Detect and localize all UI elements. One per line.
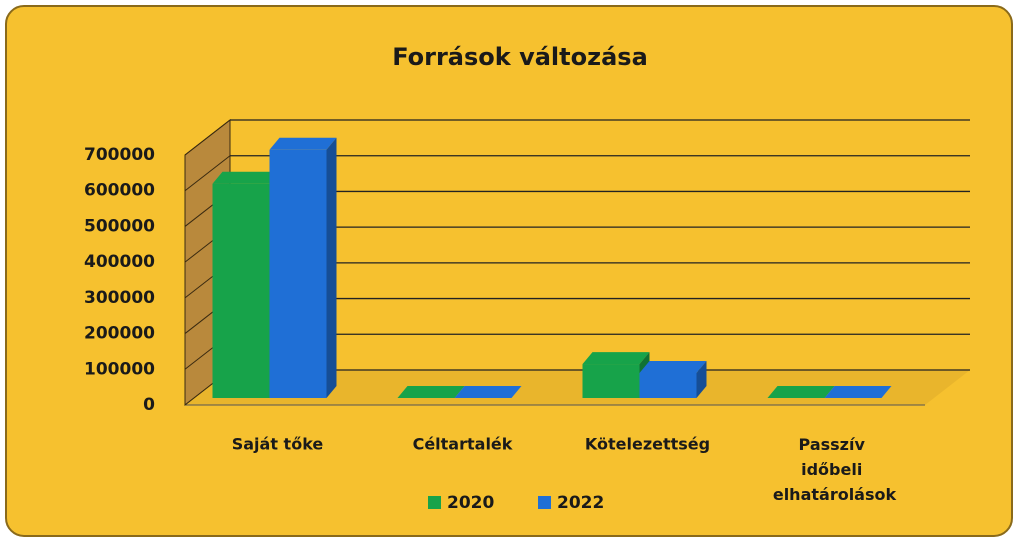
- x-tick-label: Saját tőke: [232, 435, 324, 454]
- legend-swatch: [538, 496, 551, 509]
- x-tick-label: Kötelezettség: [585, 435, 710, 454]
- side-grid-line: [184, 119, 231, 156]
- y-tick-label: 500000: [84, 216, 155, 236]
- y-tick-label: 400000: [84, 252, 155, 272]
- legend-swatch: [428, 496, 441, 509]
- bar-top: [212, 171, 280, 184]
- y-tick-label: 300000: [84, 288, 155, 308]
- bar: [582, 364, 640, 398]
- bar-top: [767, 386, 835, 398]
- bar: [212, 183, 270, 398]
- y-tick-label: 100000: [84, 359, 155, 379]
- bar-top: [582, 352, 650, 365]
- legend-label: 2022: [557, 493, 604, 513]
- x-tick-label-line: elhatárolások: [773, 485, 897, 504]
- bar-top: [824, 386, 892, 398]
- x-tick-label-line: időbeli: [801, 460, 868, 479]
- bar-top: [454, 386, 522, 398]
- side-grid-line: [184, 155, 231, 192]
- y-tick-label: 700000: [84, 145, 155, 165]
- x-tick-label: Passzív időbeli elhatárolások: [773, 435, 897, 504]
- y-tick-label: 600000: [84, 181, 155, 201]
- bar-side: [326, 137, 337, 399]
- x-tick-label-line: Passzív: [799, 435, 871, 454]
- chart-title: Források változása: [392, 43, 648, 71]
- bar-top: [269, 137, 337, 150]
- y-tick-label: 200000: [84, 324, 155, 344]
- legend-label: 2020: [447, 493, 494, 513]
- bar: [269, 149, 327, 398]
- bar-side: [696, 361, 707, 398]
- bar-top: [397, 386, 465, 398]
- chart-background: [5, 5, 1013, 537]
- bar-top: [639, 361, 707, 373]
- x-tick-label: Céltartalék: [413, 435, 513, 454]
- bar: [639, 373, 697, 398]
- y-tick-label: 0: [143, 395, 155, 415]
